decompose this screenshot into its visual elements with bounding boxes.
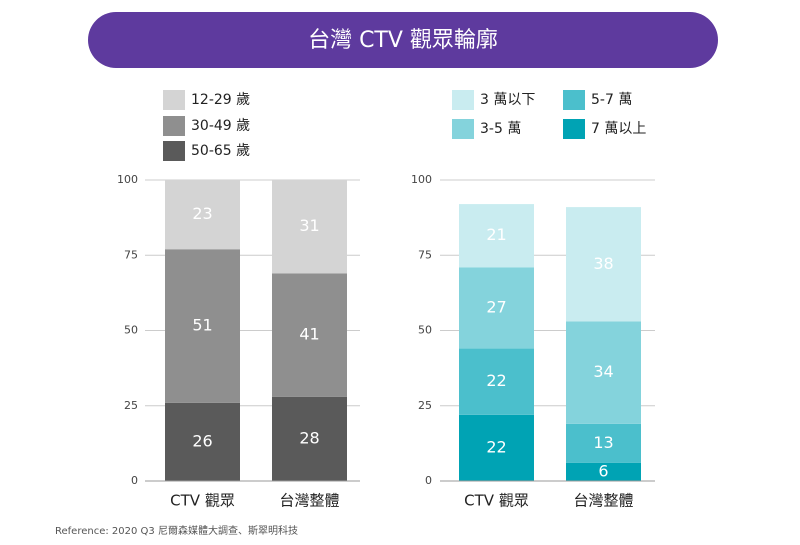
bar-segment [272,396,347,481]
y-tick-label: 75 [124,248,138,261]
value-label: 13 [593,433,613,452]
legend-label: 5-7 萬 [591,92,632,108]
legend-label: 3-5 萬 [480,121,521,137]
bar-segment [459,204,534,268]
legend-label: 7 萬以上 [591,121,646,137]
value-label: 22 [486,437,506,456]
legend-label: 3 萬以下 [480,92,535,108]
bar-segment [566,423,641,463]
legend-swatch [163,116,185,136]
y-tick-label: 100 [117,173,138,186]
x-tick-label: CTV 觀眾 [170,492,235,510]
bar-segment [272,273,347,397]
bar-segment [459,267,534,349]
bar-segment [459,348,534,415]
value-label: 51 [192,315,212,334]
x-tick-label: 台灣整體 [573,492,633,510]
value-label: 28 [299,428,319,447]
bar-segment [165,180,240,250]
y-tick-label: 50 [124,324,138,337]
legend-label: 30-49 歲 [191,118,250,134]
legend-label: 12-29 歲 [191,92,250,108]
y-tick-label: 100 [411,173,432,186]
y-tick-label: 25 [124,399,138,412]
value-label: 6 [598,461,608,480]
y-tick-label: 50 [418,324,432,337]
bar-segment [165,249,240,403]
title: 台灣 CTV 觀眾輪廓 [308,28,498,53]
legend-swatch [452,119,474,139]
y-tick-label: 75 [418,248,432,261]
legend-swatch [163,141,185,161]
legend-swatch [163,90,185,110]
value-label: 34 [593,362,613,381]
bar-segment [566,321,641,424]
bar-segment [459,414,534,481]
x-tick-label: CTV 觀眾 [464,492,529,510]
value-label: 41 [299,325,319,344]
value-label: 23 [192,204,212,223]
reference: Reference: 2020 Q3 尼爾森媒體大調查、斯翠明科技 [55,524,298,537]
legend-swatch [563,90,585,110]
value-label: 21 [486,225,506,244]
y-tick-label: 0 [425,474,432,487]
legend-swatch [452,90,474,110]
bar-segment [566,462,641,481]
x-tick-label: 台灣整體 [279,492,339,510]
legend-label: 50-65 歲 [191,143,250,159]
title-banner [88,12,718,68]
legend-swatch [563,119,585,139]
bar-segment [272,180,347,274]
bar-segment [165,402,240,481]
value-label: 27 [486,297,506,316]
y-tick-label: 25 [418,399,432,412]
value-label: 22 [486,371,506,390]
value-label: 26 [192,431,212,450]
value-label: 31 [299,216,319,235]
bar-segment [566,207,641,322]
y-tick-label: 0 [131,474,138,487]
value-label: 38 [593,254,613,273]
